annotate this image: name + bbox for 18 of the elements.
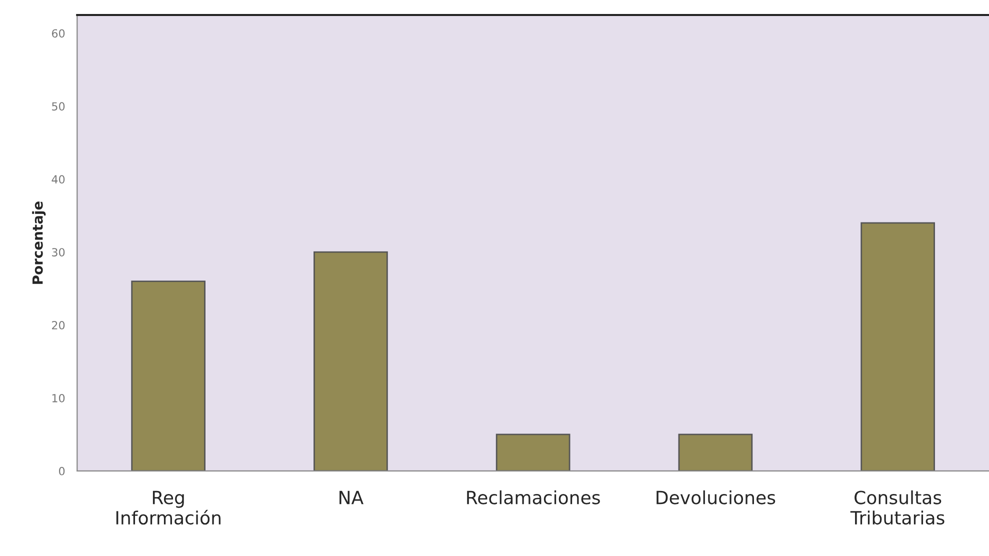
- x-tick-label: NA: [340, 490, 364, 504]
- bar: [314, 251, 388, 471]
- y-tick-label: 0: [59, 466, 65, 476]
- y-tick-label: 10: [52, 394, 65, 402]
- y-tick-label: 60: [52, 29, 65, 38]
- y-tick-label: 30: [52, 248, 65, 256]
- bar: [131, 280, 206, 471]
- x-tick-label: Reclamaciones: [467, 490, 600, 504]
- x-tick-label: Consultas Tributarias: [850, 490, 944, 525]
- y-tick-label: 50: [52, 102, 65, 111]
- y-tick-label: 20: [52, 321, 65, 330]
- bar: [678, 434, 753, 471]
- x-tick-label: Devoluciones: [656, 490, 776, 504]
- y-tick-label: 40: [52, 175, 65, 184]
- x-tick-label: Reg Información: [116, 490, 220, 525]
- y-axis-title: Porcentaje: [32, 201, 46, 284]
- bar: [496, 434, 570, 471]
- bar: [860, 222, 935, 471]
